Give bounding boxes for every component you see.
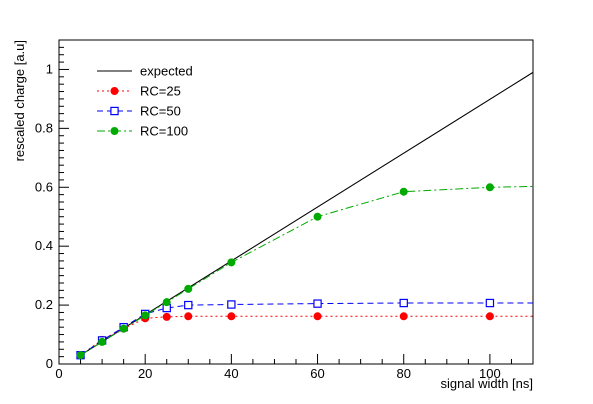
data-point	[399, 312, 408, 321]
legend-item: RC=100	[97, 124, 188, 139]
x-tick-label: 40	[224, 366, 238, 381]
data-point	[399, 187, 408, 196]
data-point	[227, 258, 236, 267]
data-point	[485, 298, 495, 308]
x-tick-label: 60	[310, 366, 324, 381]
data-point	[110, 106, 119, 116]
y-tick-label: 0.4	[35, 238, 53, 253]
series-rc-100	[76, 183, 534, 360]
x-tick-label: 0	[55, 366, 62, 381]
data-point	[141, 311, 150, 320]
data-point	[162, 298, 171, 307]
data-point	[485, 312, 494, 321]
y-tick-label: 0	[46, 356, 53, 371]
axis-ticks: 0 20 40 60 80 100 0 0.2 0.4 0.6 0.8 1	[35, 39, 534, 381]
data-point	[184, 300, 193, 310]
data-point	[227, 312, 236, 321]
data-point	[313, 299, 322, 308]
data-point	[227, 300, 236, 309]
data-point	[313, 212, 322, 221]
x-tick-label: 80	[396, 366, 410, 381]
y-tick-label: 0.2	[35, 297, 53, 312]
x-axis-label: signal width [ns]	[441, 376, 534, 391]
data-point	[119, 324, 128, 333]
y-tick-label: 0.6	[35, 179, 53, 194]
series-rc-50	[76, 298, 533, 360]
series-layer	[76, 71, 534, 360]
data-point	[98, 337, 107, 346]
data-point	[184, 312, 193, 321]
data-point	[76, 351, 85, 360]
data-point	[399, 298, 408, 308]
data-point	[162, 312, 171, 321]
y-tick-label: 1	[46, 61, 53, 76]
legend-item: RC=50	[97, 104, 181, 119]
plot-frame	[58, 39, 534, 365]
legend-label: expected	[140, 64, 193, 79]
series-rc-25	[76, 312, 533, 360]
series-line	[80, 315, 533, 356]
plot-area	[58, 39, 534, 365]
legend-item: RC=25	[97, 84, 181, 99]
legend-label: RC=100	[140, 124, 188, 139]
legend-label: RC=50	[140, 104, 181, 119]
y-tick-label: 0.8	[35, 120, 53, 135]
legend-item: expected	[97, 64, 193, 79]
series-line	[80, 185, 534, 356]
legend: expected RC=25 RC=50 RC=100	[97, 64, 193, 139]
series-expected	[80, 71, 534, 356]
x-tick-label: 100	[479, 366, 501, 381]
data-point	[313, 312, 322, 321]
data-point	[485, 183, 494, 192]
series-line	[80, 71, 534, 356]
data-point	[184, 284, 193, 293]
y-axis-label: rescaled charge [a.u]	[12, 40, 27, 161]
data-point	[110, 87, 119, 96]
legend-label: RC=25	[140, 84, 181, 99]
x-tick-label: 20	[138, 366, 152, 381]
data-point	[110, 127, 119, 136]
